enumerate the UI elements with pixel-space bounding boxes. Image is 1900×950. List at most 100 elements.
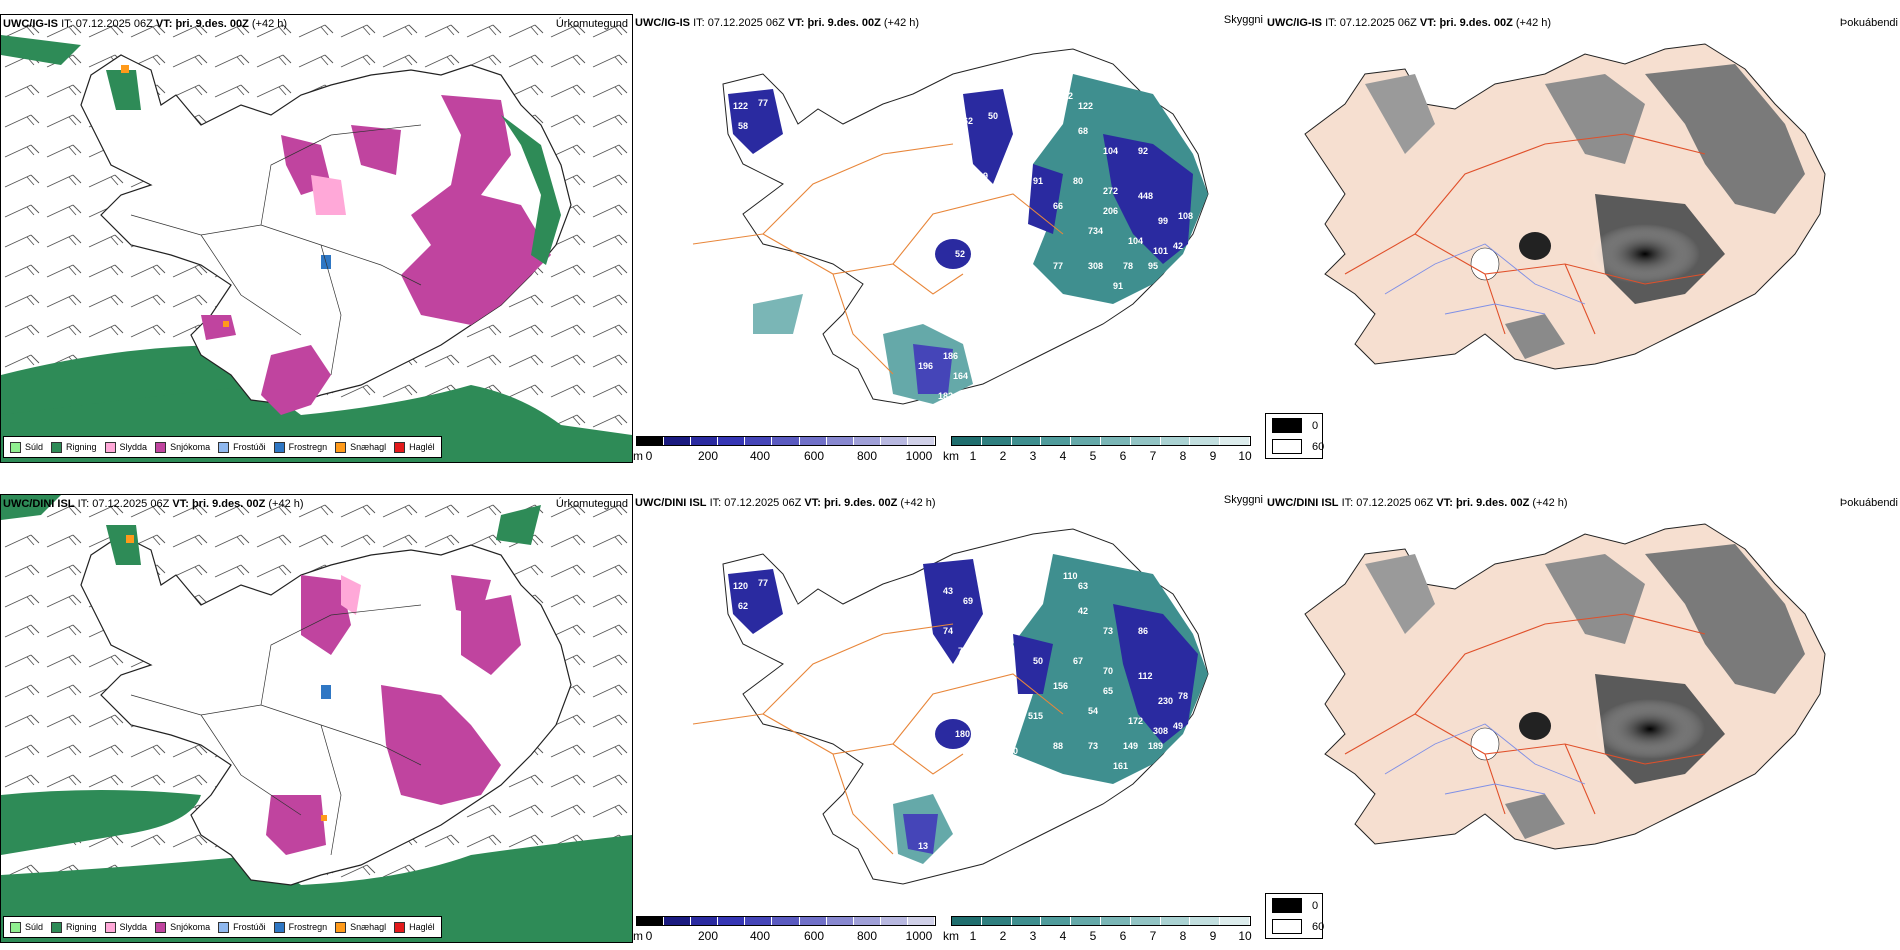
colorbar-segment: [1190, 437, 1221, 445]
visibility-tick: 4: [1059, 929, 1067, 943]
init-label: IT:: [693, 17, 705, 29]
visibility-colorbar-2: km 1 2 3 4 5 6 7 8 9 10: [943, 916, 1265, 944]
cloud-height-label: 52: [955, 249, 965, 259]
visibility-tick: 9: [1209, 929, 1217, 943]
legend-label: Haglél: [409, 922, 435, 932]
cloudbase-unit: m: [633, 449, 643, 463]
colorbar-segment: [691, 917, 719, 925]
legend-label: Súld: [25, 442, 44, 452]
cloud-height-label: 161: [1113, 761, 1128, 771]
cloud-height-label: 43: [943, 586, 953, 596]
fog-legend-2: 0 60: [1265, 893, 1324, 939]
cloudbase-colorbar-1: m 0 200 400 600 800 1000: [633, 436, 953, 464]
colorbar-segment: [1130, 437, 1161, 445]
fog-legend-item: 60: [1272, 439, 1324, 454]
cloud-height-label: 196: [918, 361, 933, 371]
cloudbase-tick: 400: [749, 449, 771, 463]
fog-title-1: Þokuábendi: [1839, 17, 1898, 29]
cloudbase-tick: 1000: [905, 449, 933, 463]
fog-swatch: [1272, 919, 1302, 934]
fog-legend-item: 60: [1272, 919, 1324, 934]
valid-label: VT:: [1419, 17, 1437, 29]
colorbar-segment: [1160, 917, 1191, 925]
legend-item: Rigning: [51, 441, 97, 453]
cloud-height-label: 59: [1028, 571, 1038, 581]
cloudbase-tick: 600: [803, 449, 825, 463]
cloud-height-label: 149: [1123, 741, 1138, 751]
legend-label: Súld: [25, 922, 44, 932]
legend-label: Haglél: [409, 442, 435, 452]
legend-item: Frostregn: [273, 921, 328, 933]
cloud-height-label: 80: [1073, 176, 1083, 186]
fog-swatch: [1272, 439, 1302, 454]
legend-label: Frostúði: [233, 442, 266, 452]
visibility-tick: 3: [1029, 449, 1037, 463]
legend-swatch: [10, 921, 21, 933]
cloudbase-unit: m: [633, 929, 643, 943]
lead-time: (+42 h): [883, 17, 920, 29]
cloud-height-label: 182: [938, 391, 953, 401]
init-time: 07.12.2025 06Z: [1339, 17, 1417, 29]
colorbar-segment: [880, 437, 908, 445]
legend-item: Slydda: [104, 441, 147, 453]
cloud-height-label: 112: [1138, 671, 1153, 681]
cloud-height-label: 96: [783, 121, 793, 131]
cloud-height-label: 69: [978, 171, 988, 181]
legend-label: Rigning: [66, 442, 97, 452]
cloud-height-label: 62: [963, 116, 973, 126]
cloudbase-tick: 800: [856, 449, 878, 463]
colorbar-segment: [1190, 917, 1221, 925]
cloudbase-colorbar-strip: [636, 916, 936, 926]
cloud-height-label: 69: [963, 596, 973, 606]
fog-legend-label: 60: [1312, 440, 1325, 453]
colorbar-segment: [1100, 917, 1131, 925]
cloudbase-tick: 1000: [905, 929, 933, 943]
model-name: UWC/DINI ISL: [1267, 497, 1339, 509]
colorbar-segment: [1130, 917, 1161, 925]
colorbar-segment: [772, 917, 800, 925]
colorbar-segment: [907, 917, 936, 925]
legend-item: Haglél: [394, 921, 435, 933]
visibility-colorbar-strip: [951, 436, 1251, 446]
init-label: IT:: [61, 18, 73, 30]
cloudbase-tick: 0: [645, 449, 653, 463]
cloud-height-label: 22: [1063, 91, 1073, 101]
model-name: UWC/IG-IS: [3, 18, 58, 30]
cloud-height-label: 49: [1173, 721, 1183, 731]
cloud-height-label: 77: [1053, 261, 1063, 271]
cloud-height-label: 308: [1088, 261, 1103, 271]
valid-label: VT:: [804, 497, 821, 509]
colorbar-segment: [718, 917, 746, 925]
cloudbase-tick: 600: [803, 929, 825, 943]
cloud-height-label: 122: [1078, 101, 1093, 111]
visibility-tick: 7: [1149, 929, 1157, 943]
cloud-height-label: 167: [1063, 786, 1078, 796]
legend-item: Frostúði: [218, 921, 266, 933]
precip-legend-1: Súld Rigning Slydda Snjókoma Frostúði Fr…: [3, 436, 442, 458]
legend-label: Snæhagl: [350, 922, 387, 932]
cloud-height-label: 92: [1138, 146, 1148, 156]
cloud-height-label: 95: [1148, 261, 1158, 271]
cloudbase-tick: 200: [697, 449, 719, 463]
cloud-title-1: Skyggni: [1223, 14, 1263, 26]
legend-swatch: [10, 441, 21, 453]
visibility-tick: 2: [999, 449, 1007, 463]
valid-time: þri. 9.des. 00Z: [807, 17, 881, 29]
cloud-height-label: 185: [1003, 266, 1018, 276]
model-name: UWC/DINI ISL: [3, 498, 75, 510]
fog-legend-label: 0: [1312, 899, 1319, 912]
cloud-height-label: 63: [1078, 581, 1088, 591]
cloud-visibility-map-1: 122 77 58 96 107 93 61 62 50 61 65 69 79 22 122 68 104 92…: [633, 14, 1265, 470]
cloud-header-1: UWC/IG-IS IT: 07.12.2025 06Z VT: þri. 9.…: [635, 17, 919, 29]
cloud-height-label: 515: [1028, 711, 1043, 721]
precip-map-canvas-1: [1, 15, 632, 462]
legend-item: Slydda: [104, 921, 147, 933]
legend-label: Frostregn: [288, 922, 328, 932]
cloudbase-tick: 800: [856, 929, 878, 943]
fog-header-1: UWC/IG-IS IT: 07.12.2025 06Z VT: þri. 9.…: [1267, 17, 1551, 29]
cloud-height-label: 120: [733, 581, 748, 591]
cloud-header-2: UWC/DINI ISL IT: 07.12.2025 06Z VT: þri.…: [635, 497, 936, 509]
colorbar-segment: [952, 917, 982, 925]
